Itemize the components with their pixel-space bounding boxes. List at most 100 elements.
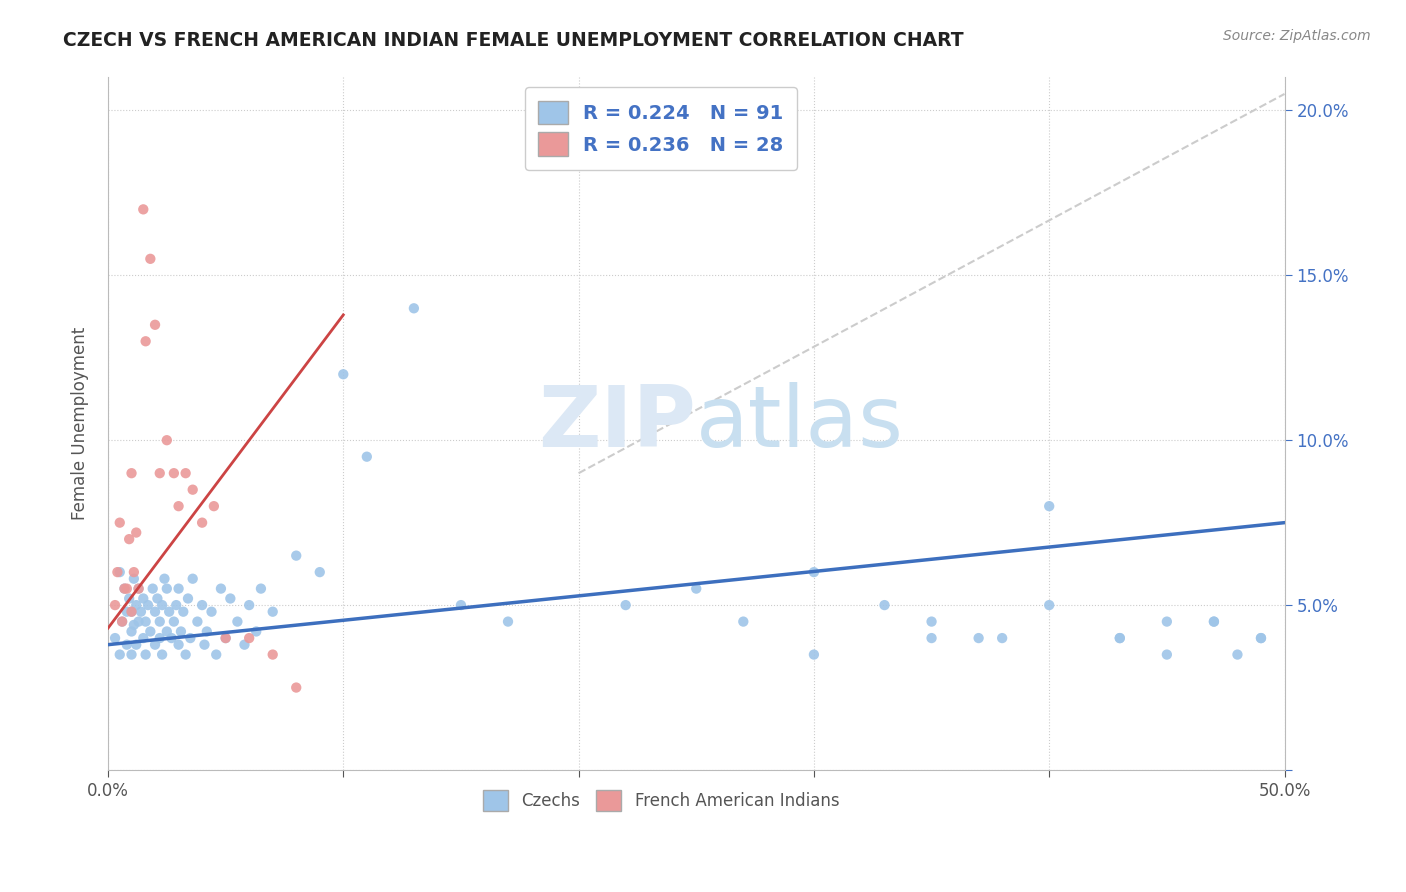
- Point: [1038, 598, 1060, 612]
- Point: [149, 631, 172, 645]
- Point: [129, 605, 152, 619]
- Point: [1108, 631, 1130, 645]
- Point: [174, 648, 197, 662]
- Point: [149, 466, 172, 480]
- Point: [191, 516, 214, 530]
- Text: ZIP: ZIP: [538, 382, 696, 466]
- Point: [139, 252, 162, 266]
- Point: [1250, 631, 1272, 645]
- Point: [150, 598, 173, 612]
- Point: [114, 582, 136, 596]
- Point: [135, 334, 157, 349]
- Point: [167, 638, 190, 652]
- Point: [107, 565, 129, 579]
- Point: [128, 582, 150, 596]
- Point: [165, 598, 187, 612]
- Point: [402, 301, 425, 316]
- Point: [1156, 615, 1178, 629]
- Point: [803, 565, 825, 579]
- Point: [285, 549, 308, 563]
- Point: [991, 631, 1014, 645]
- Point: [121, 466, 143, 480]
- Point: [1156, 648, 1178, 662]
- Point: [685, 582, 707, 596]
- Point: [921, 631, 943, 645]
- Point: [156, 624, 179, 639]
- Point: [115, 605, 138, 619]
- Point: [191, 598, 214, 612]
- Point: [135, 615, 157, 629]
- Point: [143, 605, 166, 619]
- Point: [111, 615, 134, 629]
- Point: [114, 582, 136, 596]
- Point: [121, 605, 143, 619]
- Point: [122, 572, 145, 586]
- Point: [921, 615, 943, 629]
- Point: [172, 605, 194, 619]
- Point: [568, 136, 591, 151]
- Point: [136, 598, 159, 612]
- Point: [115, 638, 138, 652]
- Point: [262, 648, 284, 662]
- Point: [195, 624, 218, 639]
- Point: [163, 466, 186, 480]
- Point: [1202, 615, 1225, 629]
- Point: [238, 598, 260, 612]
- Point: [214, 631, 236, 645]
- Legend: Czechs, French American Indians: Czechs, French American Indians: [470, 777, 852, 824]
- Point: [233, 638, 256, 652]
- Text: atlas: atlas: [696, 382, 904, 466]
- Point: [186, 615, 208, 629]
- Point: [450, 598, 472, 612]
- Point: [262, 605, 284, 619]
- Point: [156, 582, 179, 596]
- Point: [219, 591, 242, 606]
- Point: [149, 615, 172, 629]
- Point: [205, 648, 228, 662]
- Point: [214, 631, 236, 645]
- Point: [167, 499, 190, 513]
- Point: [115, 582, 138, 596]
- Point: [121, 624, 143, 639]
- Point: [156, 434, 179, 448]
- Point: [1202, 615, 1225, 629]
- Point: [118, 591, 141, 606]
- Point: [1108, 631, 1130, 645]
- Point: [332, 368, 354, 382]
- Point: [121, 605, 143, 619]
- Point: [170, 624, 193, 639]
- Point: [226, 615, 249, 629]
- Point: [122, 565, 145, 579]
- Point: [167, 582, 190, 596]
- Point: [733, 615, 755, 629]
- Point: [150, 648, 173, 662]
- Point: [153, 572, 176, 586]
- Text: Source: ZipAtlas.com: Source: ZipAtlas.com: [1223, 29, 1371, 43]
- Point: [209, 582, 232, 596]
- Point: [496, 615, 519, 629]
- Point: [873, 598, 896, 612]
- Text: CZECH VS FRENCH AMERICAN INDIAN FEMALE UNEMPLOYMENT CORRELATION CHART: CZECH VS FRENCH AMERICAN INDIAN FEMALE U…: [63, 31, 965, 50]
- Point: [146, 591, 169, 606]
- Point: [160, 631, 183, 645]
- Point: [142, 582, 165, 596]
- Point: [132, 631, 155, 645]
- Point: [614, 598, 637, 612]
- Point: [132, 202, 155, 217]
- Point: [111, 615, 134, 629]
- Point: [967, 631, 990, 645]
- Point: [143, 318, 166, 332]
- Point: [179, 631, 201, 645]
- Point: [108, 648, 131, 662]
- Point: [157, 605, 180, 619]
- Point: [245, 624, 267, 639]
- Point: [250, 582, 273, 596]
- Point: [118, 532, 141, 546]
- Point: [202, 499, 225, 513]
- Point: [128, 615, 150, 629]
- Y-axis label: Female Unemployment: Female Unemployment: [72, 327, 89, 520]
- Point: [193, 638, 215, 652]
- Point: [181, 483, 204, 497]
- Point: [132, 591, 155, 606]
- Point: [174, 466, 197, 480]
